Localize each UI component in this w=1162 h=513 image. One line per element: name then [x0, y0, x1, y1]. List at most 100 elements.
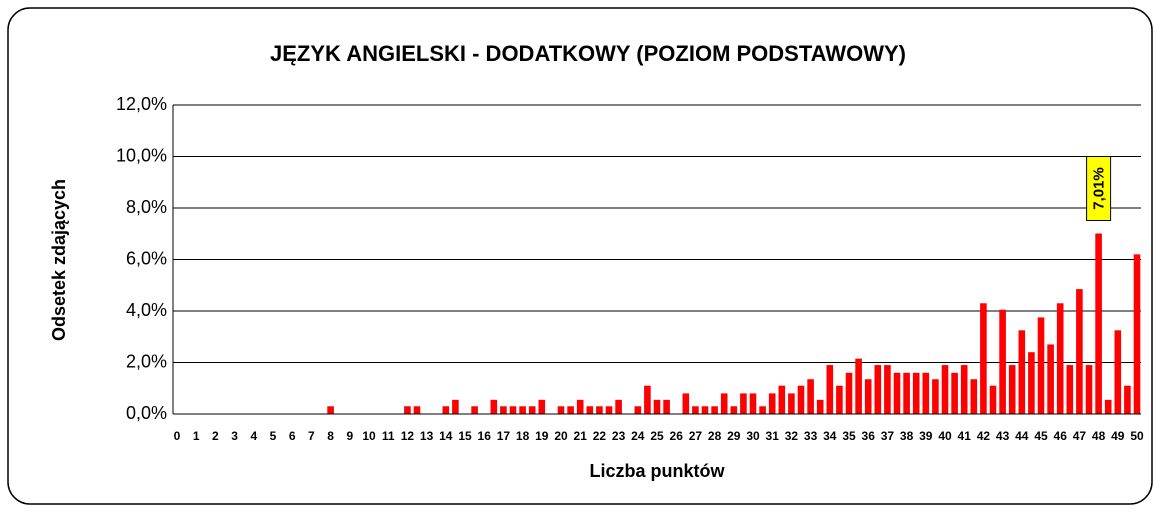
bar	[557, 406, 565, 414]
x-tick-label: 48	[1092, 429, 1106, 443]
bar	[922, 372, 930, 414]
bar	[730, 406, 738, 414]
bar	[692, 406, 699, 414]
x-tick-label: 18	[516, 429, 530, 443]
bar	[567, 406, 574, 414]
x-tick-label: 33	[804, 429, 818, 443]
y-axis-title: Odsetek zdających	[49, 179, 69, 341]
bar	[663, 399, 670, 414]
bar	[845, 372, 853, 414]
x-tick-label: 34	[823, 429, 837, 443]
x-tick-label: 49	[1111, 429, 1125, 443]
x-tick-label: 17	[497, 429, 511, 443]
x-tick-label: 36	[862, 429, 876, 443]
bar	[960, 365, 968, 414]
x-tick-label: 26	[670, 429, 684, 443]
bar	[413, 406, 421, 414]
bar	[903, 372, 910, 414]
x-tick-label: 15	[458, 429, 472, 443]
bar	[442, 406, 450, 414]
bar	[816, 399, 824, 414]
x-tick-label: 46	[1054, 429, 1068, 443]
bar	[538, 399, 546, 414]
bar	[509, 406, 517, 414]
bar	[644, 385, 651, 414]
y-tick-label: 12,0%	[116, 94, 167, 114]
x-tick-label: 38	[900, 429, 914, 443]
bar	[864, 379, 872, 414]
bar	[999, 309, 1006, 414]
bar	[576, 399, 584, 414]
x-tick-label: 9	[346, 429, 353, 443]
bar	[615, 399, 622, 414]
x-tick-label: 6	[289, 429, 296, 443]
bar	[327, 406, 334, 414]
x-tick-label: 13	[420, 429, 434, 443]
x-tick-label: 16	[478, 429, 492, 443]
x-tick-label: 28	[708, 429, 722, 443]
x-tick-label: 1	[193, 429, 200, 443]
bar	[682, 393, 690, 414]
x-tick-label: 47	[1073, 429, 1087, 443]
y-tick-label: 10,0%	[116, 145, 167, 165]
bar	[1114, 330, 1122, 414]
x-tick-label: 35	[842, 429, 856, 443]
bar	[797, 385, 805, 414]
bar	[980, 303, 987, 414]
bar	[893, 372, 901, 414]
bar	[826, 365, 834, 414]
x-tick-label: 44	[1015, 429, 1029, 443]
bar	[1095, 233, 1102, 414]
bar	[970, 379, 978, 414]
bar	[989, 385, 997, 414]
x-tick-label: 40	[938, 429, 952, 443]
bar	[471, 406, 478, 414]
x-tick-label: 39	[919, 429, 933, 443]
bar	[884, 365, 891, 414]
x-tick-label: 0	[174, 429, 181, 443]
x-tick-label: 2	[212, 429, 219, 443]
bar	[596, 406, 603, 414]
bar	[912, 372, 920, 414]
x-tick-label: 12	[401, 429, 415, 443]
bar	[1037, 317, 1045, 414]
bar	[788, 393, 795, 414]
x-tick-label: 25	[650, 429, 664, 443]
bar	[749, 393, 757, 414]
y-tick-label: 2,0%	[126, 351, 167, 371]
x-tick-label: 4	[250, 429, 257, 443]
x-tick-label: 5	[270, 429, 277, 443]
bar	[1028, 352, 1035, 414]
x-tick-label: 42	[977, 429, 991, 443]
x-tick-label: 29	[727, 429, 741, 443]
x-tick-label: 31	[766, 429, 780, 443]
x-tick-label: 43	[996, 429, 1010, 443]
x-axis-title: Liczba punktów	[590, 461, 726, 481]
bar	[711, 406, 718, 414]
x-tick-label: 19	[535, 429, 549, 443]
x-tick-label: 14	[439, 429, 453, 443]
x-tick-label: 7	[308, 429, 315, 443]
bar	[1008, 365, 1016, 414]
x-tick-label: 24	[631, 429, 645, 443]
x-tick-label: 3	[231, 429, 238, 443]
bar	[836, 385, 843, 414]
bar	[951, 372, 958, 414]
bar	[528, 406, 536, 414]
bar	[1104, 399, 1112, 414]
x-tick-label: 30	[746, 429, 760, 443]
data-label: 7,01%	[1086, 155, 1112, 221]
bar	[1076, 289, 1083, 414]
bar	[519, 406, 526, 414]
chart-title: JĘZYK ANGIELSKI - DODATKOWY (POZIOM PODS…	[270, 41, 906, 66]
x-tick-label: 10	[362, 429, 376, 443]
x-tick-label: 11	[382, 429, 395, 443]
data-label-box	[1086, 155, 1112, 221]
y-tick-label: 0,0%	[126, 403, 167, 423]
bar	[404, 406, 411, 414]
bar	[932, 379, 939, 414]
bar	[1124, 385, 1131, 414]
bar	[778, 385, 786, 414]
bar	[653, 399, 661, 414]
